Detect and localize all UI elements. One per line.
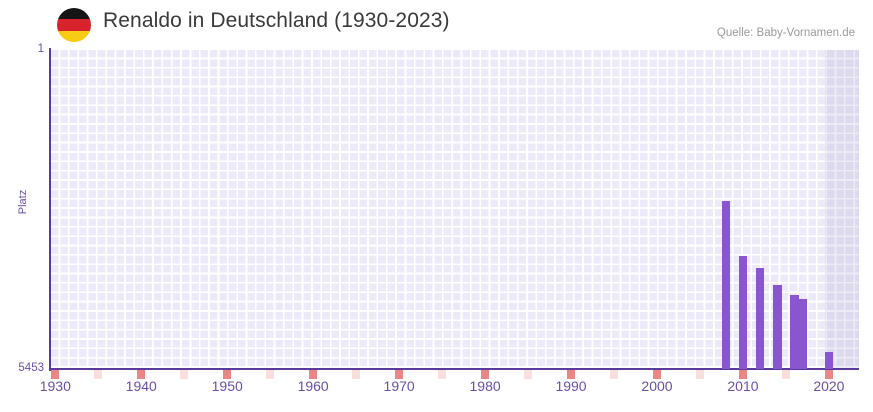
x-axis-line	[49, 368, 859, 370]
bar-2012[interactable]	[755, 267, 765, 369]
y-axis-tick-top: 1	[37, 43, 44, 55]
y-axis-line	[49, 48, 51, 371]
x-axis-marker-1950	[223, 370, 232, 379]
x-axis-marker-minor-1975	[438, 370, 447, 379]
chart-header: Renaldo in Deutschland (1930-2023) Quell…	[0, 0, 873, 50]
x-axis-marker-minor-1985	[524, 370, 533, 379]
bar-2017[interactable]	[798, 298, 808, 369]
bar-2008[interactable]	[721, 201, 730, 369]
x-axis-tick-label-1930: 1930	[39, 378, 71, 394]
x-axis-tick-label-1990: 1990	[555, 378, 587, 394]
x-axis-marker-1990	[567, 370, 576, 379]
x-axis-marker-minor-1955	[266, 370, 275, 379]
x-axis-marker-2020	[824, 370, 833, 379]
flag-band-black	[57, 8, 91, 20]
x-axis-tick-label-1950: 1950	[211, 378, 243, 394]
y-axis-tick-bottom: 5453	[18, 362, 44, 374]
x-axis-tick-label-2000: 2000	[641, 378, 673, 394]
x-axis-marker-1940	[137, 370, 146, 379]
chart-title: Renaldo in Deutschland (1930-2023)	[103, 9, 450, 32]
x-axis-tick-label-1960: 1960	[297, 378, 329, 394]
x-axis-marker-minor-1945	[180, 370, 189, 379]
bar-series	[51, 50, 859, 369]
x-axis-tick-label-2020: 2020	[813, 378, 845, 394]
bar-2016[interactable]	[790, 294, 799, 369]
y-axis-title: Platz	[17, 189, 29, 215]
x-axis-marker-1980	[481, 370, 490, 379]
x-axis-marker-minor-2005	[695, 370, 704, 379]
x-axis-marker-minor-1995	[610, 370, 619, 379]
x-axis-tick-label-1980: 1980	[469, 378, 501, 394]
flag-band-red	[57, 19, 91, 31]
bar-2020[interactable]	[824, 351, 834, 369]
german-flag-circle-icon	[57, 8, 91, 42]
x-axis-marker-1970	[395, 370, 404, 379]
source-attribution: Quelle: Baby-Vornamen.de	[716, 27, 855, 39]
bar-2010[interactable]	[738, 255, 748, 369]
x-axis-marker-minor-1965	[352, 370, 361, 379]
x-axis-marker-1960	[309, 370, 318, 379]
x-axis-tick-label-2010: 2010	[727, 378, 759, 394]
x-axis-tick-label-1970: 1970	[383, 378, 415, 394]
flag-band-gold	[57, 30, 91, 42]
bar-2014[interactable]	[773, 284, 782, 369]
x-axis-marker-2010	[738, 370, 747, 379]
x-axis-marker-minor-1935	[94, 370, 103, 379]
x-axis-marker-1930	[51, 370, 60, 379]
x-axis-marker-2000	[653, 370, 661, 379]
x-axis-marker-minor-2015	[781, 370, 790, 379]
x-axis-tick-label-1940: 1940	[125, 378, 157, 394]
